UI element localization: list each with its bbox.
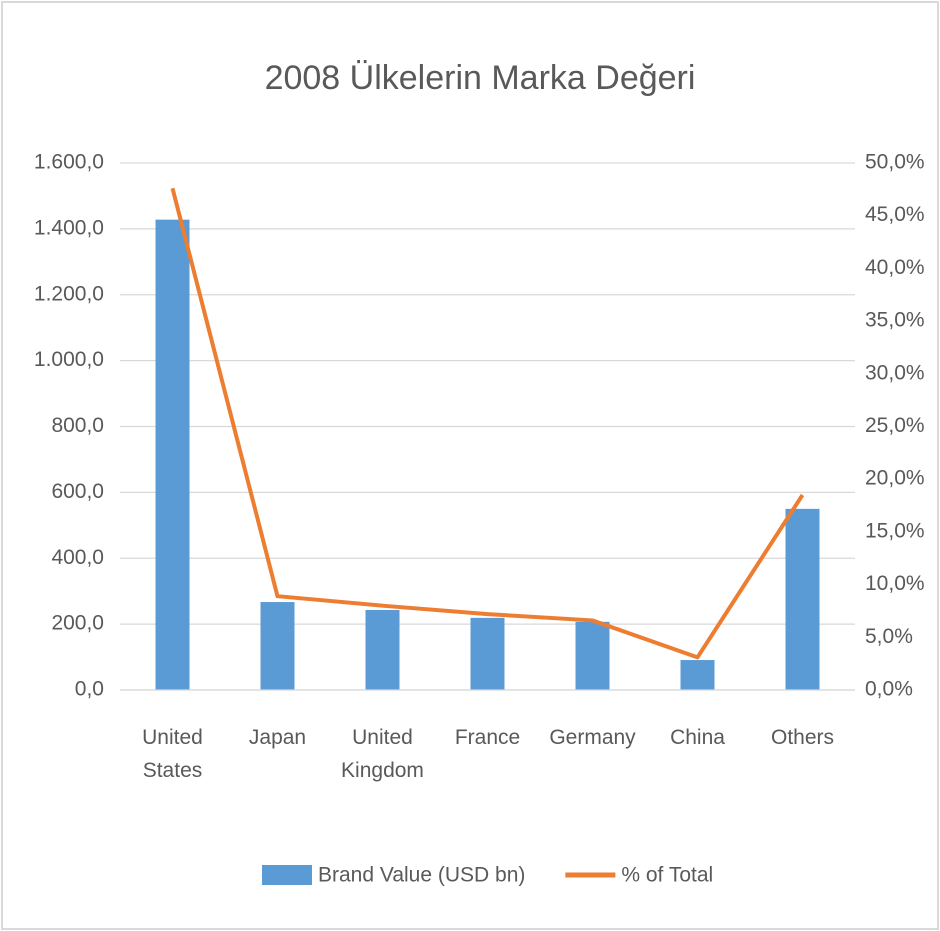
bar xyxy=(575,621,610,690)
chart-title: 2008 Ülkelerin Marka Değeri xyxy=(265,59,696,97)
y2-tick-label: 30,0% xyxy=(865,361,925,384)
y2-tick-label: 10,0% xyxy=(865,572,925,595)
y2-tick-label: 15,0% xyxy=(865,519,925,542)
y-tick-label: 600,0 xyxy=(51,480,104,503)
x-tick-label: Japan xyxy=(248,726,307,749)
y-tick-label: 1.000,0 xyxy=(34,348,104,371)
y2-tick-label: 45,0% xyxy=(865,203,925,226)
line xyxy=(170,187,805,660)
bar xyxy=(470,617,505,690)
x-tick-label: United Kingdom xyxy=(341,726,424,782)
y-tick-label: 400,0 xyxy=(51,546,104,569)
x-tick-label: United States xyxy=(142,726,203,782)
bar xyxy=(365,609,400,690)
x-tick-label: Others xyxy=(770,726,835,749)
bar xyxy=(680,660,715,690)
bar xyxy=(155,219,190,690)
legend-label: Brand Value (USD bn) xyxy=(318,864,525,887)
y-tick-label: 1.600,0 xyxy=(34,151,104,174)
y2-tick-label: 35,0% xyxy=(865,309,925,332)
bar xyxy=(260,602,295,690)
y2-tick-label: 50,0% xyxy=(865,151,925,174)
x-tick-label: China xyxy=(670,726,725,749)
x-tick-label: France xyxy=(454,726,521,749)
y2-tick-label: 0,0% xyxy=(865,678,913,701)
y-tick-label: 1.200,0 xyxy=(34,282,104,305)
y2-tick-label: 20,0% xyxy=(865,467,925,490)
y2-tick-label: 5,0% xyxy=(865,625,913,648)
x-tick-label: Germany xyxy=(549,726,636,749)
y-tick-label: 200,0 xyxy=(51,612,104,635)
y2-tick-label: 25,0% xyxy=(865,414,925,437)
y2-tick-label: 40,0% xyxy=(865,256,925,279)
bar xyxy=(785,508,820,690)
legend-swatch xyxy=(262,865,312,885)
legend-label: % of Total xyxy=(621,864,713,887)
y-tick-label: 0,0 xyxy=(75,678,104,701)
y-tick-label: 800,0 xyxy=(51,414,104,437)
y-tick-label: 1.400,0 xyxy=(34,216,104,239)
